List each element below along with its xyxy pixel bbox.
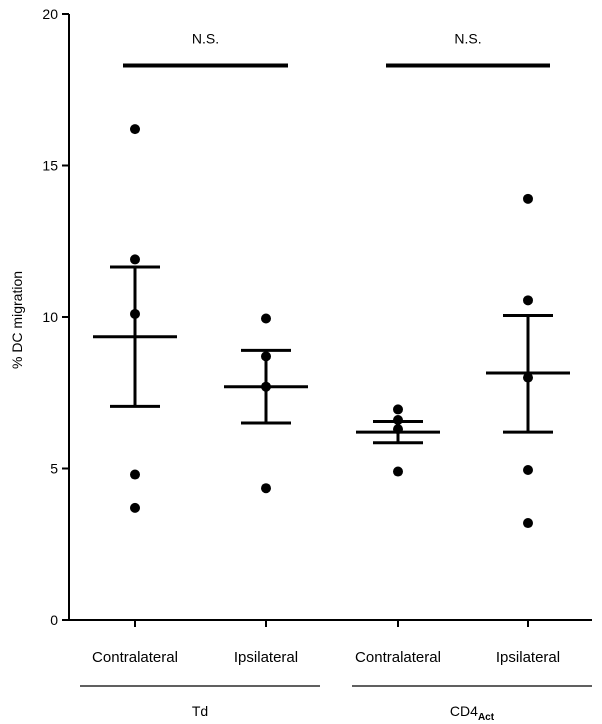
- data-point: [393, 404, 403, 415]
- y-tick-label: 10: [42, 309, 58, 325]
- data-point: [523, 518, 533, 529]
- data-point: [130, 254, 140, 265]
- axes: [62, 13, 592, 687]
- x-category-label: Ipsilateral: [496, 649, 560, 666]
- y-tick-label: 0: [50, 612, 58, 628]
- group-label: Td: [192, 703, 208, 719]
- y-axis-label: % DC migration: [9, 271, 25, 369]
- x-category-label: Contralateral: [92, 649, 178, 666]
- x-category-label: Ipsilateral: [234, 649, 298, 666]
- data-point: [261, 483, 271, 494]
- data-point: [130, 502, 140, 513]
- data-point: [130, 124, 140, 135]
- data-point: [523, 465, 533, 476]
- group-label: CD4Act: [450, 703, 495, 723]
- data-point: [261, 313, 271, 324]
- x-category-label: Contralateral: [355, 649, 441, 666]
- data-point: [130, 469, 140, 480]
- significance-label: N.S.: [192, 31, 219, 47]
- data-point: [523, 295, 533, 306]
- data-point: [523, 193, 533, 204]
- marks: [93, 63, 570, 529]
- y-tick-label: 5: [50, 461, 58, 477]
- y-tick-label: 20: [42, 6, 58, 22]
- labels: 0 5 10 15 20 Contralateral Ipsilateral Contrala…: [42, 6, 560, 723]
- y-tick-label: 15: [42, 158, 58, 174]
- significance-label: N.S.: [454, 31, 481, 47]
- data-point: [393, 466, 403, 477]
